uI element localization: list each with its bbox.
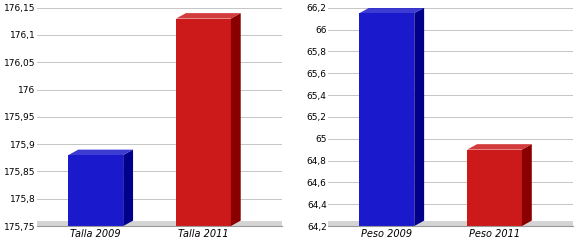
Polygon shape	[176, 18, 231, 226]
Polygon shape	[37, 221, 282, 226]
Polygon shape	[123, 150, 133, 226]
Polygon shape	[69, 155, 123, 226]
Polygon shape	[522, 144, 532, 226]
Polygon shape	[231, 13, 241, 226]
Polygon shape	[467, 150, 522, 226]
Polygon shape	[328, 221, 573, 226]
Polygon shape	[359, 13, 414, 226]
Polygon shape	[359, 8, 424, 13]
Polygon shape	[69, 150, 133, 155]
Polygon shape	[467, 144, 532, 150]
Polygon shape	[176, 13, 241, 18]
Polygon shape	[414, 8, 424, 226]
